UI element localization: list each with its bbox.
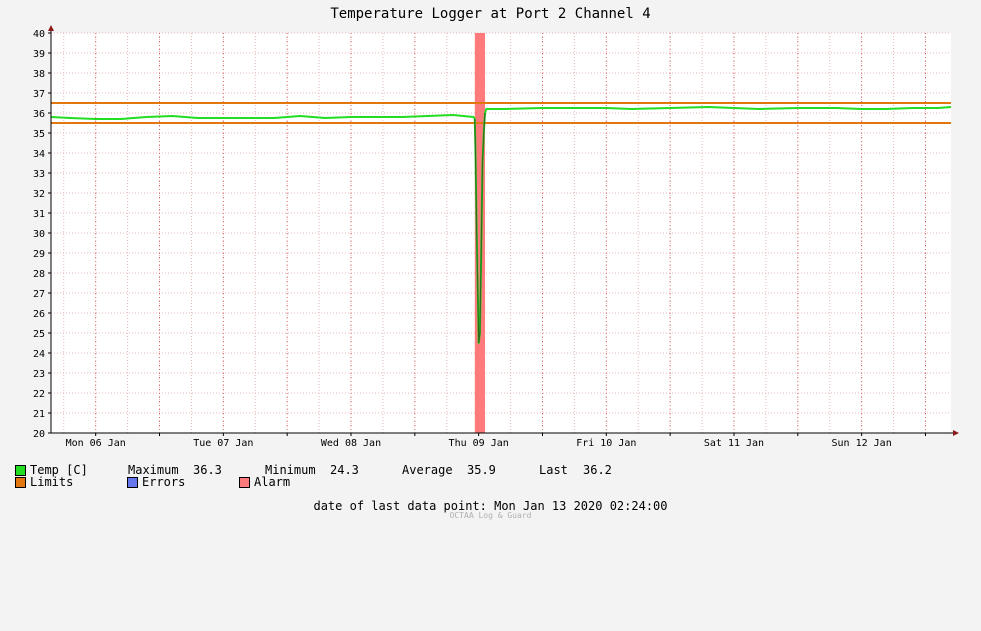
y-tick-label: 36 (33, 109, 45, 120)
alarm-swatch-icon (239, 477, 250, 488)
legend-errors-label: Errors (142, 475, 186, 489)
legend-last-value: 36.2 (583, 463, 612, 477)
y-tick-label: 30 (33, 229, 45, 240)
legend-maximum-label: Maximum (128, 463, 179, 477)
y-tick-label: 26 (33, 309, 45, 320)
y-tick-label: 38 (33, 69, 45, 80)
last-data-point-label: date of last data point: (313, 499, 487, 513)
legend-row-stats: Temp [C] Maximum 36.3 Minimum 24.3 Avera… (15, 463, 612, 477)
chart-window: Temperature Logger at Port 2 Channel 4 2… (0, 6, 981, 520)
y-tick-label: 24 (33, 349, 45, 360)
y-tick-label: 20 (33, 429, 45, 440)
legend-maximum-value: 36.3 (193, 463, 222, 477)
y-tick-label: 25 (33, 329, 45, 340)
legend-minimum-value: 24.3 (330, 463, 359, 477)
chart-plot: 20 21 22 23 24 25 26 27 28 29 30 31 32 33 34 35 36 37 38 39… (33, 25, 959, 449)
x-tick-label: Sat 11 Jan (704, 438, 764, 449)
legend-average-label: Average (402, 463, 453, 477)
alarm-band (474, 33, 486, 433)
x-tick-label: Sun 12 Jan (832, 438, 892, 449)
y-tick-label: 23 (33, 369, 45, 380)
y-tick-label: 37 (33, 89, 45, 100)
temp-swatch-icon (15, 465, 26, 476)
last-data-point: date of last data point: Mon Jan 13 2020… (0, 499, 981, 513)
chart-title: Temperature Logger at Port 2 Channel 4 (330, 6, 651, 22)
y-tick-label: 32 (33, 189, 45, 200)
y-tick-label: 29 (33, 249, 45, 260)
y-tick-label: 39 (33, 49, 45, 60)
y-tick-label: 21 (33, 409, 45, 420)
y-tick-label: 33 (33, 169, 45, 180)
credit-watermark: OCTAA Log & Guard (449, 511, 532, 520)
y-tick-label: 40 (33, 29, 45, 40)
y-tick-label: 34 (33, 149, 45, 160)
x-tick-label: Mon 06 Jan (66, 438, 126, 449)
x-tick-label: Fri 10 Jan (576, 438, 636, 449)
y-tick-label: 22 (33, 389, 45, 400)
temp-series-dip (474, 112, 486, 344)
y-tick-label: 35 (33, 129, 45, 140)
last-data-point-value: Mon Jan 13 2020 02:24:00 (494, 499, 668, 513)
legend-alarm-label: Alarm (254, 475, 291, 489)
errors-swatch-icon (127, 477, 138, 488)
x-axis-arrow-icon (953, 430, 959, 436)
x-tick-label: Tue 07 Jan (193, 438, 253, 449)
x-tick-label: Wed 08 Jan (321, 438, 381, 449)
y-tick-label: 27 (33, 289, 45, 300)
legend-last-label: Last (539, 463, 568, 477)
legend-row-markers: Limits Errors Alarm (15, 475, 290, 489)
y-tick-label: 31 (33, 209, 45, 220)
limits-swatch-icon (15, 477, 26, 488)
legend-temp-label: Temp [C] (30, 463, 88, 477)
legend-average-value: 35.9 (467, 463, 496, 477)
legend-limits-label: Limits (30, 475, 74, 489)
legend-minimum-label: Minimum (265, 463, 316, 477)
y-tick-label: 28 (33, 269, 45, 280)
x-tick-label: Thu 09 Jan (449, 438, 509, 449)
y-axis-arrow-icon (48, 25, 54, 31)
